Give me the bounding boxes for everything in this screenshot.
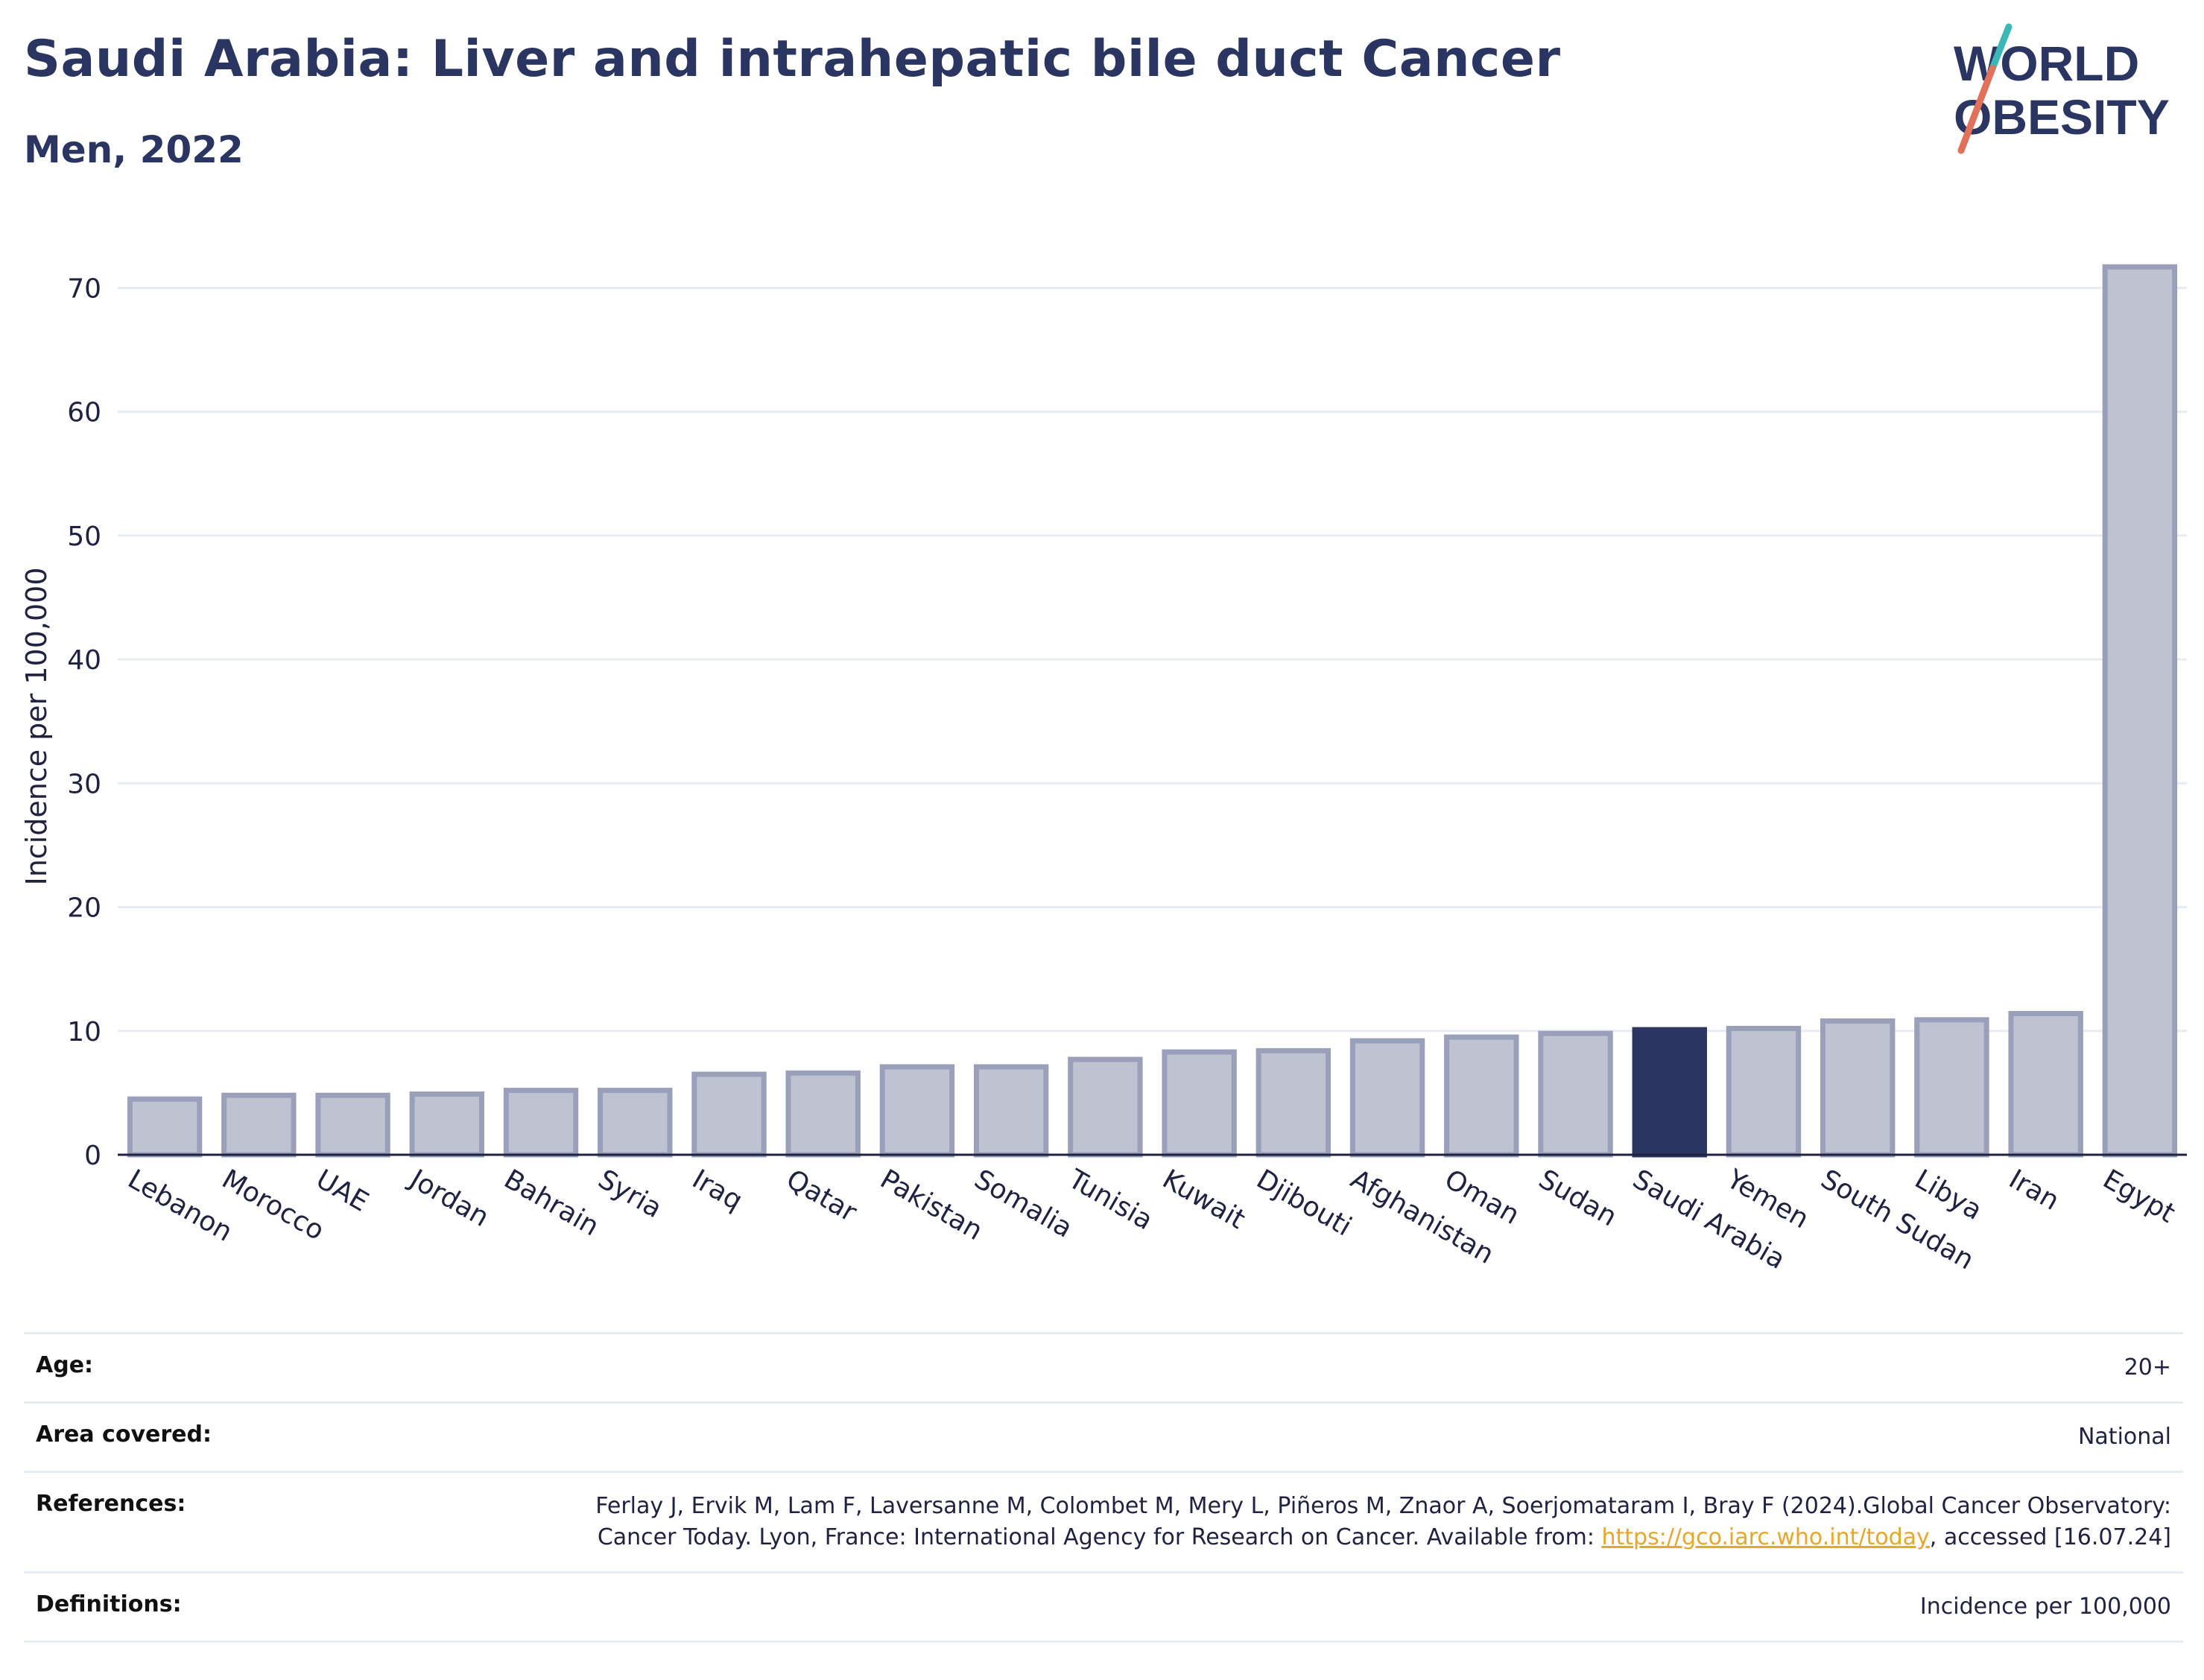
meta-age-value: 20+ — [569, 1332, 2183, 1403]
bar-morocco — [221, 1092, 297, 1158]
bar-south-sudan — [1820, 1018, 1896, 1158]
bar-somalia — [973, 1064, 1049, 1158]
y-tick-label: 70 — [67, 273, 101, 304]
meta-row-references: References: Ferlay J, Ervik M, Lam F, La… — [24, 1471, 2183, 1573]
x-tick-label: Sudan — [1533, 1164, 1622, 1232]
meta-references-value: Ferlay J, Ervik M, Lam F, Laversanne M, … — [569, 1471, 2183, 1573]
y-tick-label: 50 — [67, 522, 101, 552]
x-tick-label: Egypt — [2097, 1164, 2179, 1229]
bar-bahrain — [503, 1088, 579, 1158]
y-axis-ticks: 0 10 20 30 40 50 60 70 — [67, 273, 101, 1171]
chart-subtitle: Men, 2022 — [24, 128, 244, 171]
x-tick-label: Bahrain — [499, 1164, 604, 1242]
x-tick-label: Lebanon — [123, 1164, 238, 1248]
x-tick-label: Qatar — [781, 1164, 861, 1228]
meta-definitions-label: Definitions: — [24, 1571, 569, 1643]
y-axis-label: Incidence per 100,000 — [20, 567, 53, 885]
x-tick-label: Pakistan — [875, 1164, 987, 1246]
bar-egypt — [2102, 264, 2178, 1158]
x-tick-label: UAE — [311, 1164, 373, 1217]
y-tick-label: 30 — [67, 769, 101, 799]
bar-uae — [315, 1092, 390, 1158]
x-tick-label: Kuwait — [1157, 1164, 1250, 1235]
bar-iran — [2008, 1011, 2083, 1158]
bar-tunisia — [1068, 1056, 1143, 1158]
bar-lebanon — [127, 1096, 203, 1158]
logo-slash-top — [1989, 23, 2013, 72]
world-obesity-logo: WORLD OBESITY — [1954, 23, 2170, 154]
x-tick-label: Iran — [2004, 1164, 2064, 1217]
meta-age-label: Age: — [24, 1332, 569, 1403]
bar-syria — [598, 1088, 673, 1158]
bar-oman — [1444, 1034, 1519, 1158]
meta-row-definitions: Definitions: Incidence per 100,000 — [24, 1571, 2183, 1643]
y-tick-label: 60 — [67, 398, 101, 428]
x-tick-label: Jordan — [404, 1163, 494, 1233]
bar-yemen — [1726, 1025, 1802, 1158]
meta-area-value: National — [569, 1401, 2183, 1472]
x-tick-label: Morocco — [217, 1164, 329, 1246]
meta-row-area: Area covered: National — [24, 1401, 2183, 1472]
grid-lines — [118, 286, 2187, 1033]
logo-line1: WORLD — [1954, 36, 2139, 91]
bar-iraq — [691, 1071, 767, 1158]
logo-slash-bottom — [1957, 65, 1996, 154]
bar-saudi-arabia — [1632, 1027, 1707, 1158]
bar-sudan — [1538, 1030, 1613, 1158]
bar-kuwait — [1162, 1049, 1237, 1158]
bar-afghanistan — [1349, 1038, 1425, 1158]
meta-references-label: References: — [24, 1471, 569, 1573]
meta-definitions-value: Incidence per 100,000 — [569, 1571, 2183, 1643]
chart-title: Saudi Arabia: Liver and intrahepatic bil… — [24, 30, 1561, 89]
references-text-start: Ferlay J, Ervik M, Lam F, Laversanne M, … — [595, 1493, 2171, 1550]
bar-libya — [1914, 1017, 1989, 1158]
bar-pakistan — [879, 1064, 955, 1158]
x-tick-label: Djibouti — [1251, 1164, 1356, 1242]
bar-djibouti — [1255, 1047, 1331, 1158]
meta-area-label: Area covered: — [24, 1401, 569, 1472]
x-tick-label: Tunisia — [1063, 1164, 1158, 1236]
logo-line2: OBESITY — [1954, 89, 2170, 145]
x-tick-label: Somalia — [969, 1164, 1077, 1244]
y-tick-label: 10 — [67, 1017, 101, 1047]
meta-row-age: Age: 20+ — [24, 1332, 2183, 1403]
bars — [127, 264, 2178, 1158]
y-tick-label: 40 — [67, 645, 101, 676]
x-tick-label: Iraq — [687, 1164, 747, 1217]
references-link[interactable]: https://gco.iarc.who.int/today — [1601, 1524, 1930, 1550]
bar-jordan — [409, 1091, 484, 1158]
y-tick-label: 20 — [67, 893, 101, 924]
references-text-end: , accessed [16.07.24] — [1929, 1524, 2171, 1550]
metadata-table: Age: 20+ Area covered: National Referenc… — [24, 1332, 2183, 1643]
y-tick-label: 0 — [84, 1141, 101, 1171]
bar-qatar — [785, 1070, 861, 1158]
